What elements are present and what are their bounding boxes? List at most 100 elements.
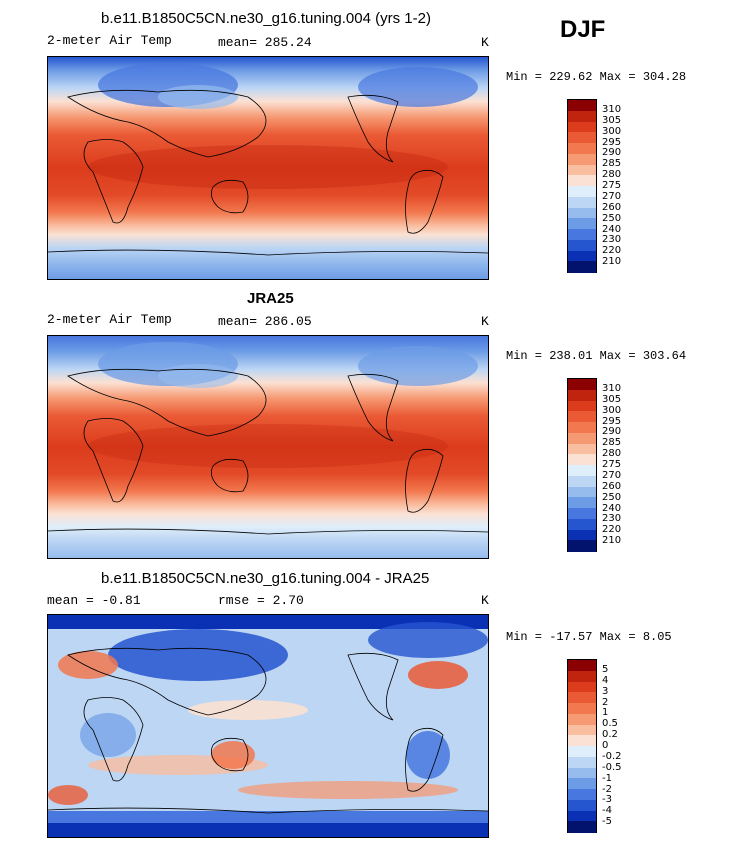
colorbar-tick-label: -2: [602, 783, 612, 795]
minmax-label: Min = -17.57 Max = 8.05: [506, 630, 672, 644]
colorbar-tick-label: 260: [602, 480, 622, 492]
colorbar-swatch: [568, 735, 596, 747]
colorbar-swatch: [568, 799, 596, 811]
colorbar-tick-label: 0.2: [602, 729, 618, 741]
colorbar-swatch: [568, 261, 596, 273]
colorbar-swatch: [568, 186, 596, 198]
mean-label: mean = -0.81: [47, 593, 141, 608]
colorbar-swatch: [568, 660, 596, 672]
colorbar-swatch: [568, 250, 596, 262]
colorbar-swatch: [568, 703, 596, 715]
units-label: K: [481, 593, 489, 608]
colorbar-swatch: [568, 821, 596, 833]
colorbar-tick-label: 310: [602, 103, 622, 115]
minmax-label: Min = 238.01 Max = 303.64: [506, 349, 687, 363]
colorbar-tick-label: 275: [602, 459, 622, 470]
colorbar-swatch: [568, 218, 596, 230]
colorbar-swatch: [568, 508, 596, 520]
colorbar-swatch: [568, 789, 596, 801]
colorbar-swatch: [568, 207, 596, 219]
colorbar-labels: 5 4 3 2 1 0.5 0.2 0 -0.2 -0.5 -1 -2 -3 -4 -5: [602, 659, 642, 833]
colorbar-tick-label: -0.2: [602, 750, 622, 762]
colorbar-tick-label: 290: [602, 147, 622, 159]
colorbar-swatch: [568, 121, 596, 133]
colorbar-tick-label: 300: [602, 125, 622, 137]
colorbar-swatch: [568, 497, 596, 509]
difference-map: [48, 615, 488, 837]
minmax-label: Min = 229.62 Max = 304.28: [506, 70, 687, 84]
colorbar-tick-label: 300: [602, 404, 622, 416]
colorbar-tick-label: -5: [602, 816, 612, 828]
panel-title: JRA25: [247, 290, 294, 307]
colorbar-swatch: [568, 778, 596, 790]
colorbar-swatch: [568, 465, 596, 477]
colorbar-swatch: [568, 540, 596, 552]
colorbar-tick-label: 250: [602, 491, 622, 503]
mean-label: mean= 285.24: [218, 35, 312, 50]
colorbar-swatch: [568, 681, 596, 693]
colorbar-tick-label: 280: [602, 169, 622, 181]
colorbar-swatch: [568, 454, 596, 466]
colorbar-tick-label: 280: [602, 448, 622, 460]
colorbar-tick-label: 290: [602, 426, 622, 438]
map-plot: [47, 335, 489, 559]
colorbar-tick-label: 295: [602, 136, 622, 148]
units-label: K: [481, 314, 489, 329]
colorbar-swatch: [568, 692, 596, 704]
temperature-map: [48, 336, 488, 558]
colorbar-tick-label: -3: [602, 794, 612, 806]
colorbar-tick-label: 1: [602, 707, 609, 719]
colorbar-tick-label: 240: [602, 223, 622, 235]
colorbar-tick-label: 310: [602, 382, 622, 394]
colorbar-swatch: [568, 756, 596, 768]
colorbar-tick-label: 305: [602, 114, 622, 126]
colorbar-swatch: [568, 475, 596, 487]
colorbar-tick-label: -1: [602, 772, 612, 784]
colorbar-tick-label: 285: [602, 158, 622, 170]
colorbar-tick-label: 305: [602, 393, 622, 405]
colorbar-tick-label: -0.5: [602, 761, 622, 773]
rmse-label: rmse = 2.70: [218, 593, 304, 608]
colorbar-labels: 310 305 300 295 290 285 280 275 270 260 250 240 230 2…: [602, 99, 642, 273]
colorbar-tick-label: 3: [602, 685, 609, 697]
colorbar-swatch: [568, 229, 596, 241]
colorbar: [567, 99, 597, 273]
colorbar-swatch: [568, 389, 596, 401]
colorbar-tick-label: 240: [602, 502, 622, 514]
colorbar-tick-label: 295: [602, 415, 622, 427]
colorbar-tick-label: 260: [602, 201, 622, 213]
colorbar: [567, 659, 597, 833]
colorbar-swatch: [568, 422, 596, 434]
colorbar-tick-label: 2: [602, 696, 609, 708]
panel-title: b.e11.B1850C5CN.ne30_g16.tuning.004 - JR…: [101, 570, 430, 587]
units-label: K: [481, 35, 489, 50]
colorbar-swatch: [568, 175, 596, 187]
colorbar-swatch: [568, 767, 596, 779]
colorbar-swatch: [568, 132, 596, 144]
colorbar-tick-label: 270: [602, 469, 622, 481]
colorbar-swatch: [568, 411, 596, 423]
colorbar-swatch: [568, 810, 596, 822]
map-plot: [47, 56, 489, 280]
mean-label: mean= 286.05: [218, 314, 312, 329]
colorbar-tick-label: 230: [602, 234, 622, 246]
colorbar-swatch: [568, 379, 596, 391]
colorbar-swatch: [568, 529, 596, 541]
colorbar-swatch: [568, 518, 596, 530]
colorbar-swatch: [568, 486, 596, 498]
colorbar-swatch: [568, 164, 596, 176]
colorbar-swatch: [568, 153, 596, 165]
colorbar-swatch: [568, 713, 596, 725]
colorbar-swatch: [568, 143, 596, 155]
colorbar-swatch: [568, 746, 596, 758]
colorbar-swatch: [568, 443, 596, 455]
colorbar-tick-label: 220: [602, 245, 622, 257]
colorbar-tick-label: 4: [602, 674, 609, 686]
panel-title: b.e11.B1850C5CN.ne30_g16.tuning.004 (yrs…: [101, 10, 431, 27]
colorbar: [567, 378, 597, 552]
map-plot: [47, 614, 489, 838]
variable-label: 2-meter Air Temp: [47, 312, 172, 327]
colorbar-tick-label: 285: [602, 437, 622, 449]
season-label: DJF: [560, 16, 606, 43]
variable-label: 2-meter Air Temp: [47, 33, 172, 48]
